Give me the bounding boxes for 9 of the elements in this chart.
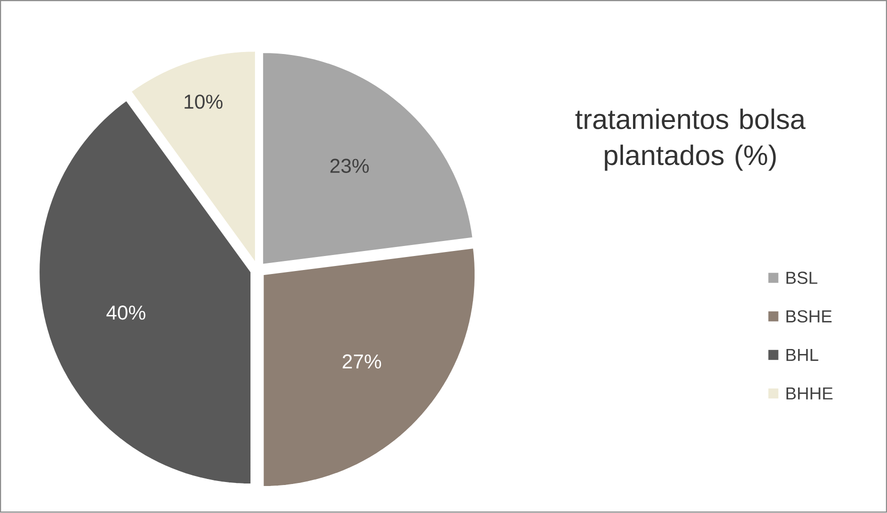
legend-label: BHHE bbox=[786, 388, 833, 400]
data-label: 40% bbox=[106, 306, 146, 320]
legend-label: BSHE bbox=[786, 310, 832, 323]
legend-label: BSL bbox=[786, 272, 818, 284]
text: tratamientos bolsa plantados (%) bbox=[575, 108, 806, 171]
legend-label: BHL bbox=[786, 349, 818, 362]
data-label: 27% bbox=[342, 354, 382, 369]
data-label: 23% bbox=[330, 158, 369, 174]
data-label: 10% bbox=[184, 94, 222, 109]
